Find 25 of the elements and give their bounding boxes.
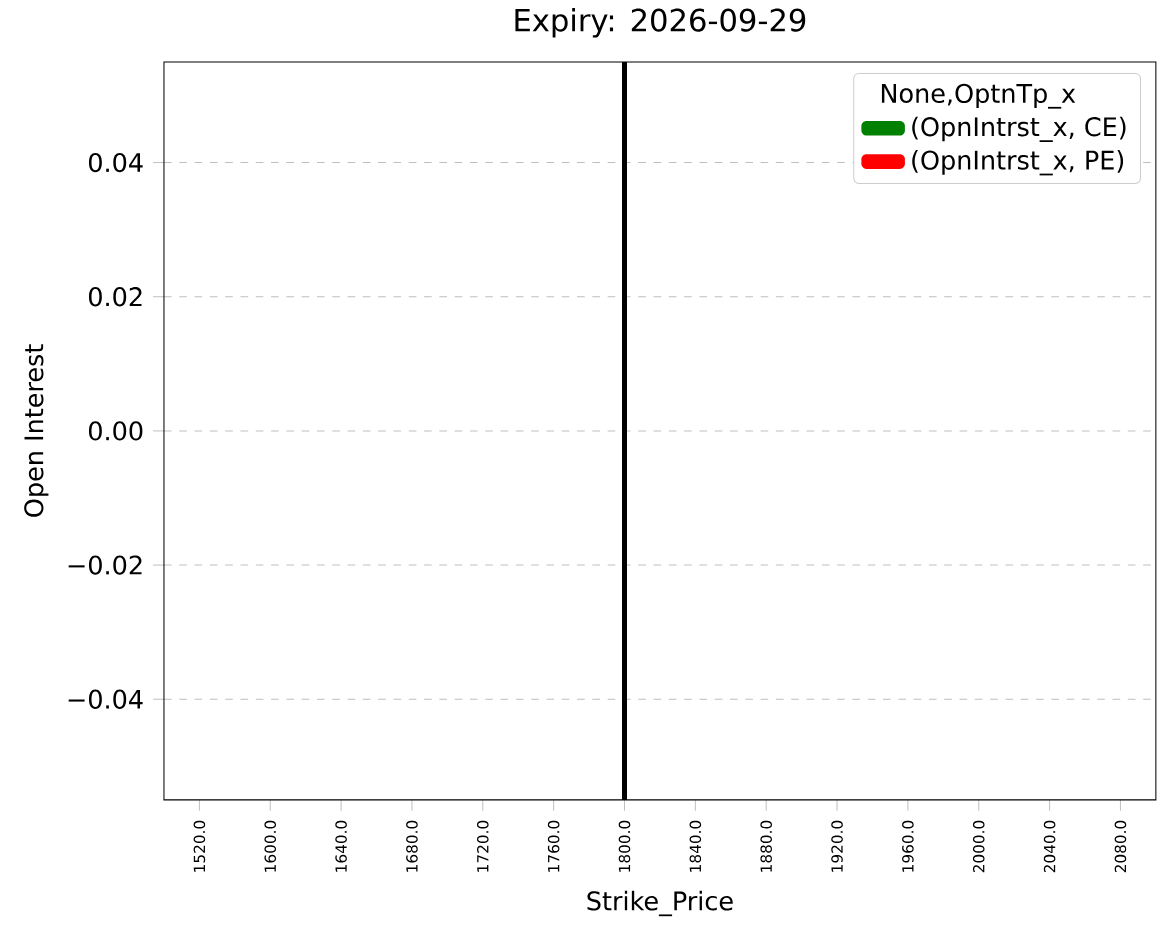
x-tick-label: 1760.0 [547,820,560,872]
chart-title: Expiry: 2026-09-29 [515,7,806,38]
y-axis-title: Open Interest [24,344,49,517]
legend-label: (OpnIntrst_x, PE) [912,149,1124,176]
x-tick-label: 1840.0 [689,820,702,872]
y-tick-label: −0.04 [68,689,143,709]
y-tick-label: 0.02 [88,287,142,307]
y-tick-label: 0.04 [88,152,143,173]
legend-label: (OpnIntrst_x, CE) [912,116,1126,142]
x-tick-label: 1640.0 [335,820,347,872]
x-tick-label: 1880.0 [760,820,772,872]
x-tick-label: 2080.0 [1114,820,1127,873]
legend-title: None,OptnTp_x [881,83,1076,109]
x-axis-title: Strike_Price [587,890,733,917]
x-tick-label: 1720.0 [477,820,489,872]
x-tick-label: 1680.0 [406,820,418,872]
x-tick-label: 1960.0 [902,820,914,872]
x-tick-label: 1520.0 [193,820,206,872]
y-tick-label: 0.00 [88,421,143,441]
x-tick-label: 2000.0 [972,820,985,873]
x-tick-label: 1920.0 [831,820,843,872]
x-tick-label: 1800.0 [618,820,631,872]
y-tick-label: −0.02 [68,555,142,575]
x-tick-label: 2040.0 [1043,820,1056,873]
x-tick-label: 1600.0 [264,820,277,872]
